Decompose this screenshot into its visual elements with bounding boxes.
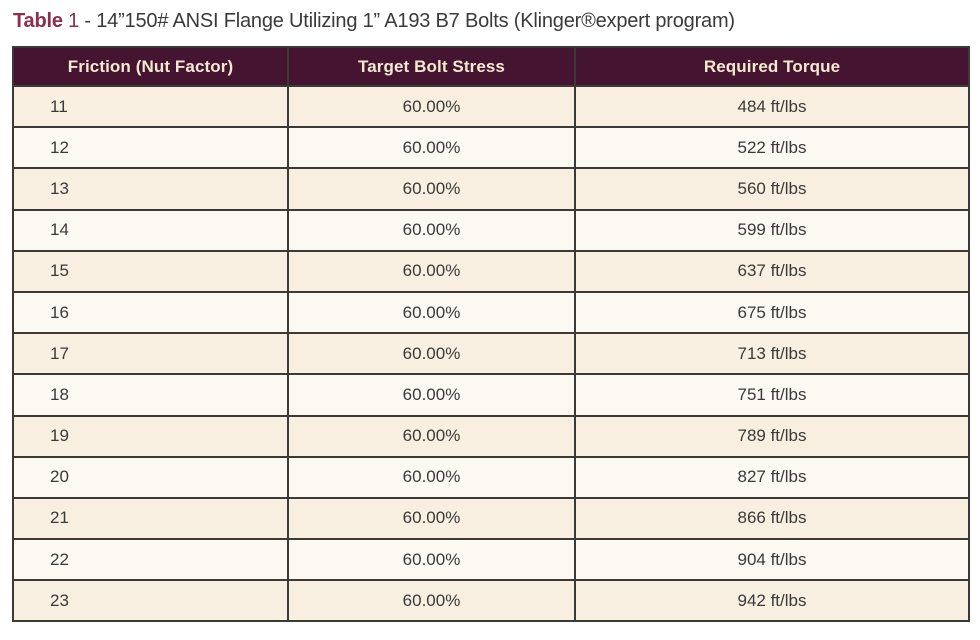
table-row: 19 60.00% 789 ft/lbs bbox=[12, 414, 970, 458]
header-row: Friction (Nut Factor) Target Bolt Stress… bbox=[12, 46, 970, 87]
stress-cell: 60.00% bbox=[287, 414, 576, 458]
table-caption-label: Table bbox=[13, 10, 63, 32]
stress-cell: 60.00% bbox=[287, 496, 576, 541]
table-caption: Table 1 - 14”150# ANSI Flange Utilizing … bbox=[13, 10, 735, 33]
friction-cell: 18 bbox=[12, 373, 289, 417]
torque-cell: 599 ft/lbs bbox=[574, 208, 970, 252]
table-row: 18 60.00% 751 ft/lbs bbox=[12, 373, 970, 417]
friction-cell: 13 bbox=[12, 167, 289, 211]
table-row: 22 60.00% 904 ft/lbs bbox=[12, 538, 970, 582]
stress-cell: 60.00% bbox=[287, 538, 576, 582]
stress-cell: 60.00% bbox=[287, 290, 576, 335]
table-row: 23 60.00% 942 ft/lbs bbox=[12, 579, 970, 623]
table-row: 16 60.00% 675 ft/lbs bbox=[12, 290, 970, 335]
table-row: 13 60.00% 560 ft/lbs bbox=[12, 167, 970, 211]
torque-table-body: 11 60.00% 484 ft/lbs 12 60.00% 522 ft/lbs 13 60… bbox=[12, 84, 970, 623]
torque-cell: 675 ft/lbs bbox=[574, 290, 970, 335]
stress-cell: 60.00% bbox=[287, 373, 576, 417]
stress-cell: 60.00% bbox=[287, 455, 576, 499]
torque-cell: 904 ft/lbs bbox=[574, 538, 970, 582]
stress-cell: 60.00% bbox=[287, 126, 576, 170]
torque-cell: 827 ft/lbs bbox=[574, 455, 970, 499]
torque-cell: 560 ft/lbs bbox=[574, 167, 970, 211]
torque-cell: 751 ft/lbs bbox=[574, 373, 970, 417]
column-header-target-bolt-stress: Target Bolt Stress bbox=[287, 46, 576, 87]
stress-cell: 60.00% bbox=[287, 249, 576, 293]
friction-cell: 23 bbox=[12, 579, 289, 623]
torque-cell: 637 ft/lbs bbox=[574, 249, 970, 293]
friction-cell: 21 bbox=[12, 496, 289, 541]
table-row: 17 60.00% 713 ft/lbs bbox=[12, 332, 970, 376]
friction-cell: 22 bbox=[12, 538, 289, 582]
torque-table: Friction (Nut Factor) Target Bolt Stress… bbox=[12, 46, 970, 623]
stress-cell: 60.00% bbox=[287, 332, 576, 376]
torque-cell: 866 ft/lbs bbox=[574, 496, 970, 541]
friction-cell: 19 bbox=[12, 414, 289, 458]
stress-cell: 60.00% bbox=[287, 84, 576, 129]
table-row: 14 60.00% 599 ft/lbs bbox=[12, 208, 970, 252]
friction-cell: 11 bbox=[12, 84, 289, 129]
column-header-friction: Friction (Nut Factor) bbox=[12, 46, 289, 87]
friction-cell: 20 bbox=[12, 455, 289, 499]
torque-cell: 713 ft/lbs bbox=[574, 332, 970, 376]
table-row: 15 60.00% 637 ft/lbs bbox=[12, 249, 970, 293]
torque-cell: 789 ft/lbs bbox=[574, 414, 970, 458]
table-row: 21 60.00% 866 ft/lbs bbox=[12, 496, 970, 541]
column-header-required-torque: Required Torque bbox=[574, 46, 970, 87]
torque-cell: 942 ft/lbs bbox=[574, 579, 970, 623]
stress-cell: 60.00% bbox=[287, 208, 576, 252]
table-row: 12 60.00% 522 ft/lbs bbox=[12, 126, 970, 170]
stress-cell: 60.00% bbox=[287, 167, 576, 211]
stress-cell: 60.00% bbox=[287, 579, 576, 623]
friction-cell: 14 bbox=[12, 208, 289, 252]
table-caption-separator: - bbox=[79, 10, 97, 32]
torque-table-header: Friction (Nut Factor) Target Bolt Stress… bbox=[12, 46, 970, 87]
friction-cell: 15 bbox=[12, 249, 289, 293]
table-row: 11 60.00% 484 ft/lbs bbox=[12, 84, 970, 129]
friction-cell: 17 bbox=[12, 332, 289, 376]
table-caption-number: 1 bbox=[68, 10, 80, 32]
friction-cell: 12 bbox=[12, 126, 289, 170]
torque-cell: 484 ft/lbs bbox=[574, 84, 970, 129]
friction-cell: 16 bbox=[12, 290, 289, 335]
table-caption-text: 14”150# ANSI Flange Utilizing 1” A193 B7… bbox=[96, 10, 735, 32]
table-row: 20 60.00% 827 ft/lbs bbox=[12, 455, 970, 499]
torque-cell: 522 ft/lbs bbox=[574, 126, 970, 170]
